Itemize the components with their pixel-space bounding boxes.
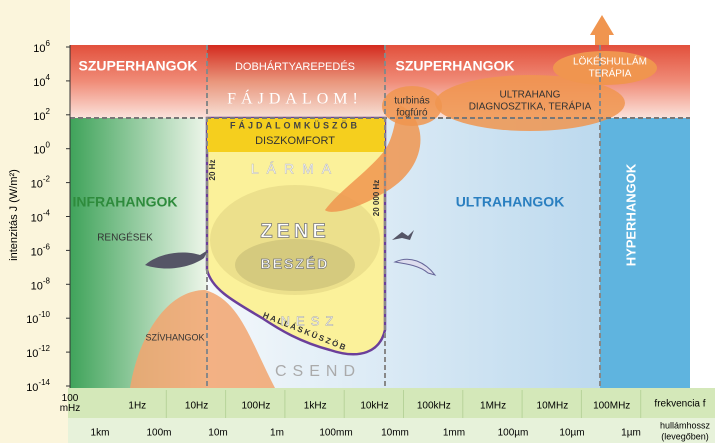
region-label: RENGÉSEK xyxy=(97,231,153,244)
tick-base: 10 xyxy=(31,212,43,224)
region-label: turbinás xyxy=(394,96,430,107)
wave-label: 10µm xyxy=(559,428,584,439)
region-label: TERÁPIA xyxy=(589,67,632,80)
region-label: DOBHÁRTYAREPEDÉS xyxy=(235,60,355,73)
tick-base: 10 xyxy=(26,314,38,326)
tick-exp: 0 xyxy=(46,141,51,150)
region-label: SZÍVHANGOK xyxy=(145,332,204,342)
tick-base: 10 xyxy=(26,382,38,394)
tick-exp: 2 xyxy=(46,107,51,116)
freq-label: 10MHz xyxy=(537,401,569,412)
wave-title: hullámhossz xyxy=(660,420,711,430)
freq-label: 1kHz xyxy=(304,401,327,412)
wave-title: (levegőben) xyxy=(661,431,709,441)
region-label: DISZKOMFORT xyxy=(255,135,335,147)
region-label: CSEND xyxy=(275,363,361,380)
freq-label: 1Hz xyxy=(128,401,146,412)
tick-base: 10 xyxy=(33,145,45,157)
wave-label: 100µm xyxy=(498,428,529,439)
region-label: fogfúró xyxy=(396,108,428,119)
tick-base: 10 xyxy=(31,179,43,191)
region-label: 20 Hz xyxy=(208,160,217,181)
tick-exp: -8 xyxy=(43,276,51,285)
wave-label: 1m xyxy=(270,428,284,439)
tick-base: 10 xyxy=(31,246,43,258)
tick-exp: -12 xyxy=(38,344,50,353)
region-label: LÖKÉSHULLÁM xyxy=(573,55,647,68)
tick-base: 10 xyxy=(31,280,43,292)
region-label: BESZÉD xyxy=(261,256,330,272)
diagram: 10610410210010-210-410-610-810-1010-1210… xyxy=(0,0,715,443)
freq-label: 10Hz xyxy=(185,401,208,412)
tick-base: 10 xyxy=(33,111,45,123)
tick-base: 10 xyxy=(26,348,38,360)
freq-label: 10kHz xyxy=(360,401,388,412)
region-label: HYPERHANGOK xyxy=(623,163,638,266)
tick-exp: -10 xyxy=(38,310,50,319)
region-label: ULTRAHANGOK xyxy=(456,194,565,210)
region-label: DIAGNOSZTIKA, TERÁPIA xyxy=(469,100,592,113)
region-label: SZUPERHANGOK xyxy=(395,58,514,74)
y-axis-label: intenzitás J (W/m²) xyxy=(8,169,20,261)
region-label: LÁRMA xyxy=(251,161,339,177)
tick-exp: 4 xyxy=(46,73,51,82)
tick-exp: -2 xyxy=(43,175,51,184)
freq-label-part: mHz xyxy=(60,403,81,414)
freq-label: 100MHz xyxy=(593,401,630,412)
freq-label: 100Hz xyxy=(241,401,270,412)
region-label: FÁJDALOMKÜSZÖB xyxy=(230,120,360,130)
region-label: SZUPERHANGOK xyxy=(78,58,197,74)
freq-label: 1MHz xyxy=(480,401,506,412)
tick-exp: 6 xyxy=(46,39,51,48)
region-label: ULTRAHANG xyxy=(500,90,561,101)
tick-base: 10 xyxy=(33,43,45,55)
tick-base: 10 xyxy=(33,77,45,89)
tick-exp: -6 xyxy=(43,243,51,252)
region-label: FÁJDALOM! xyxy=(227,89,363,108)
wave-label: 1km xyxy=(91,428,110,439)
wave-label: 10m xyxy=(208,428,227,439)
tick-exp: -4 xyxy=(43,209,51,218)
tick-exp: -14 xyxy=(38,378,50,387)
wave-label: 100m xyxy=(146,428,171,439)
wave-label: 1µm xyxy=(621,428,641,439)
wave-label: 1mm xyxy=(443,428,465,439)
wave-label: 100mm xyxy=(319,428,352,439)
freq-title: frekvencia f xyxy=(654,399,705,410)
region-label: 20 000 Hz xyxy=(372,180,381,216)
region-label: ZENE xyxy=(260,220,329,242)
wave-label: 10mm xyxy=(381,428,409,439)
region-label: INFRAHANGOK xyxy=(73,194,178,210)
freq-label: 100kHz xyxy=(417,401,451,412)
